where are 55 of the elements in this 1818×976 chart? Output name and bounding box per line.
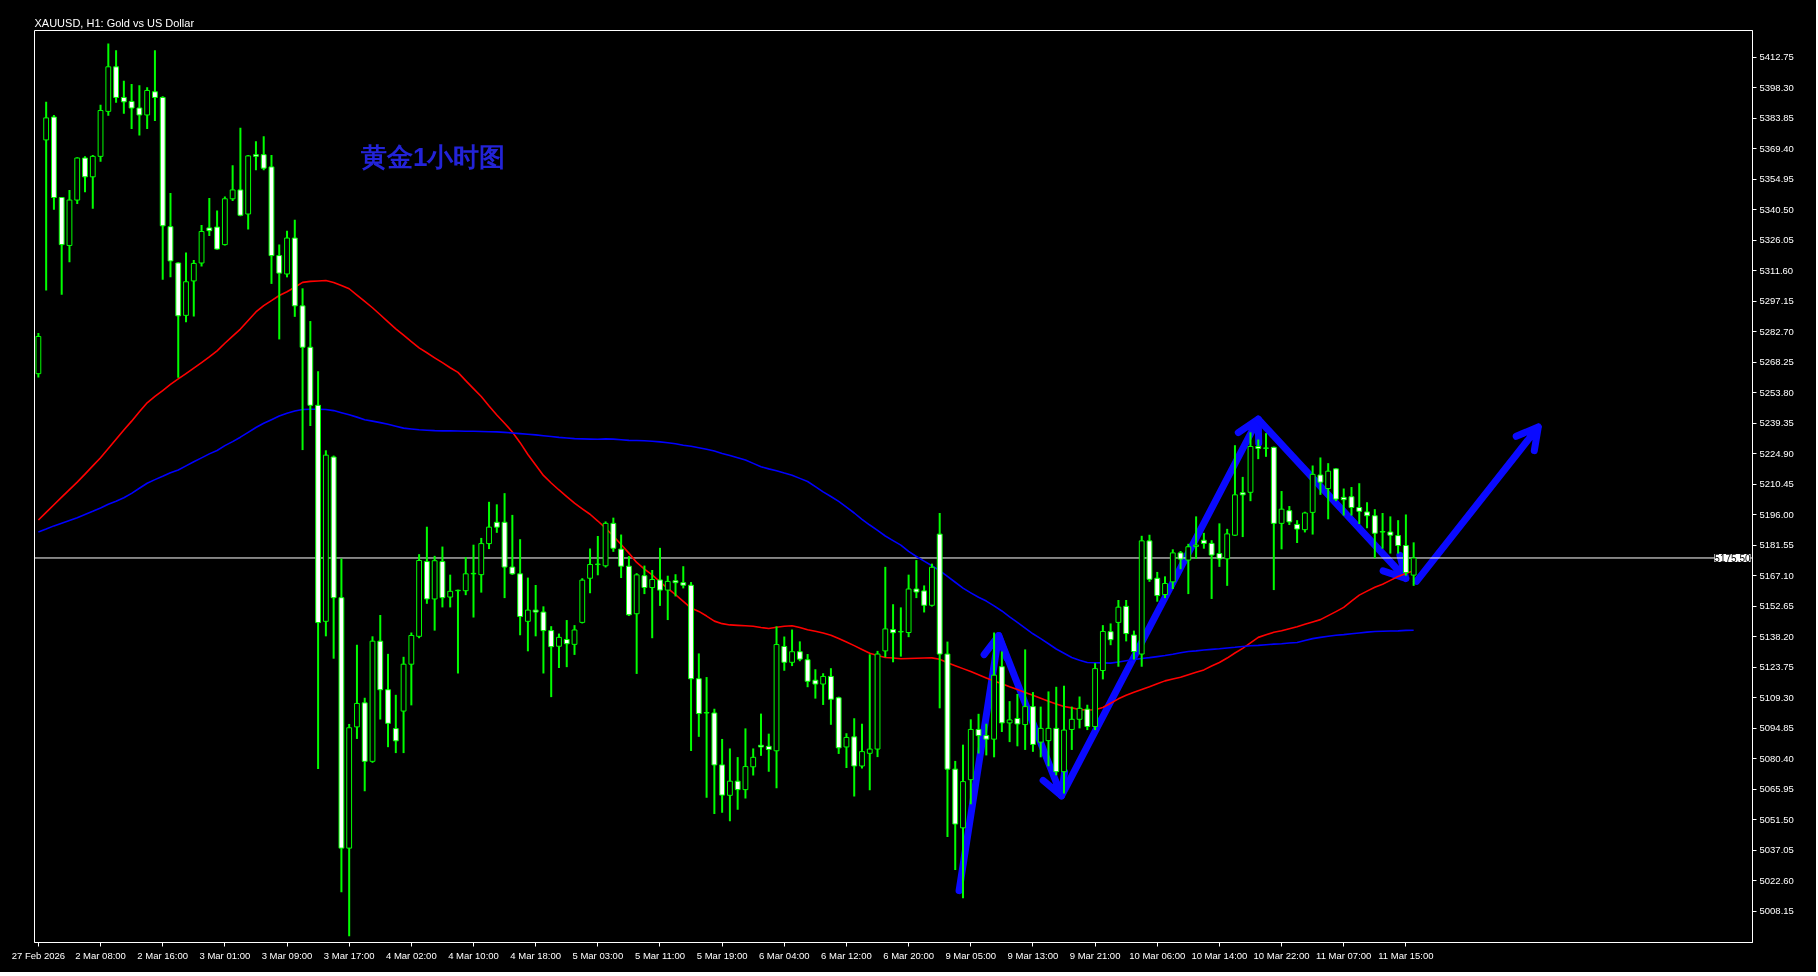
y-tick-label: 5167.10: [1759, 569, 1794, 581]
y-tick-label: 5094.85: [1759, 722, 1794, 734]
x-tick-label: 9 Mar 21:00: [1069, 949, 1121, 961]
y-tick-label: 5123.75: [1759, 661, 1794, 673]
y-tick-label: 5037.05: [1759, 844, 1794, 856]
y-tick-label: 5354.95: [1759, 173, 1794, 185]
annotation: 黄金1小时图: [359, 142, 506, 173]
y-tick-label: 5051.50: [1759, 813, 1794, 825]
x-tick-label: 6 Mar 04:00: [758, 949, 810, 961]
x-tick-label: 9 Mar 13:00: [1007, 949, 1059, 961]
y-tick-label: 5210.45: [1759, 478, 1794, 490]
y-tick-label: 5253.80: [1759, 386, 1794, 398]
ref-line-label: 5175.50: [1714, 552, 1751, 564]
y-tick-label: 5065.95: [1759, 783, 1794, 795]
y-tick-label: 5268.25: [1759, 356, 1794, 368]
y-tick-label: 5311.60: [1759, 264, 1794, 276]
y-tick-label: 5297.15: [1759, 295, 1794, 307]
x-tick-label: 6 Mar 20:00: [883, 949, 934, 961]
chart-title: XAUUSD, H1: Gold vs US Dollar: [34, 16, 195, 29]
y-tick-label: 5326.05: [1759, 234, 1794, 246]
x-tick-label: 4 Mar 18:00: [510, 949, 562, 961]
x-tick-label: 2 Mar 16:00: [137, 949, 189, 961]
x-tick-label: 5 Mar 11:00: [634, 949, 685, 961]
y-tick-label: 5080.40: [1759, 752, 1794, 764]
y-tick-label: 5152.65: [1759, 600, 1794, 612]
x-tick-label: 3 Mar 09:00: [261, 949, 313, 961]
x-tick-label: 27 Feb 2026: [11, 949, 66, 961]
x-tick-label: 3 Mar 01:00: [199, 949, 251, 961]
x-tick-label: 3 Mar 17:00: [323, 949, 375, 961]
x-tick-label: 11 Mar 07:00: [1316, 949, 1372, 961]
x-tick-label: 10 Mar 14:00: [1191, 949, 1248, 961]
x-tick-label: 6 Mar 12:00: [821, 949, 872, 961]
x-tick-label: 5 Mar 03:00: [572, 949, 624, 961]
x-tick-label: 4 Mar 02:00: [385, 949, 437, 961]
x-tick-label: 10 Mar 06:00: [1129, 949, 1186, 961]
x-tick-label: 5 Mar 19:00: [696, 949, 748, 961]
y-tick-label: 5109.30: [1759, 691, 1794, 703]
y-tick-label: 5340.50: [1759, 203, 1794, 215]
y-tick-label: 5282.70: [1759, 325, 1794, 337]
y-tick-label: 5398.30: [1759, 81, 1794, 93]
x-tick-label: 11 Mar 15:00: [1378, 949, 1434, 961]
y-tick-label: 5412.75: [1759, 51, 1794, 62]
x-tick-label: 2 Mar 08:00: [75, 949, 126, 961]
y-tick-label: 5181.55: [1759, 539, 1794, 551]
y-tick-label: 5138.20: [1759, 630, 1794, 642]
y-tick-label: 5022.60: [1759, 874, 1794, 886]
x-tick-label: 10 Mar 22:00: [1253, 949, 1310, 961]
y-tick-label: 5369.40: [1759, 142, 1794, 154]
y-tick-label: 5383.85: [1759, 112, 1794, 124]
y-tick-label: 5224.90: [1759, 447, 1794, 459]
y-tick-label: 5196.00: [1759, 508, 1794, 520]
x-tick-label: 4 Mar 10:00: [448, 949, 499, 961]
y-tick-label: 5008.15: [1759, 905, 1794, 917]
x-tick-label: 9 Mar 05:00: [945, 949, 997, 961]
y-tick-label: 5239.35: [1759, 417, 1794, 429]
